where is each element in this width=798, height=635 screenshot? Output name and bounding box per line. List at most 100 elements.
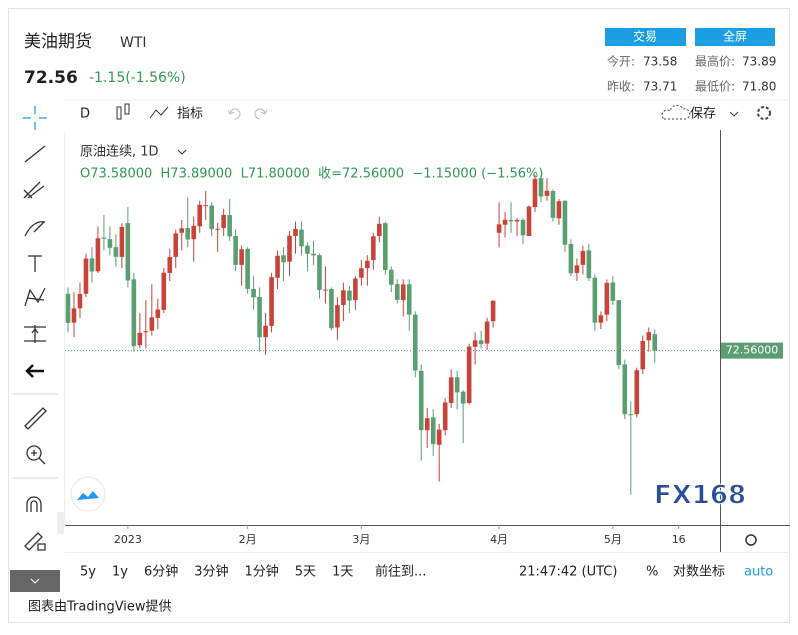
candle-body bbox=[197, 204, 203, 227]
candle-body bbox=[77, 293, 83, 309]
tradingview-logo[interactable] bbox=[70, 476, 106, 512]
range-button[interactable]: 1y bbox=[112, 565, 128, 580]
hide-toolbar[interactable] bbox=[10, 570, 60, 592]
candle-body bbox=[311, 253, 316, 256]
candle-body bbox=[299, 229, 304, 247]
candle-body bbox=[616, 300, 622, 366]
candle-body bbox=[293, 228, 298, 236]
candle-body bbox=[586, 250, 592, 279]
candle-body bbox=[143, 331, 149, 333]
trade-button-label[interactable]: 交易 bbox=[633, 29, 657, 44]
magnet-tool[interactable] bbox=[26, 496, 42, 512]
fib-tool[interactable] bbox=[23, 181, 45, 199]
candle-body bbox=[394, 284, 400, 300]
x-tick-label: 2023 bbox=[114, 533, 142, 546]
prediction-tool[interactable] bbox=[24, 325, 46, 343]
range-button[interactable]: 6分钟 bbox=[144, 564, 178, 580]
trade-button[interactable] bbox=[605, 28, 686, 46]
legend-menu[interactable] bbox=[177, 149, 187, 155]
candle-body bbox=[634, 370, 640, 415]
legend-title: 原油连续, 1D bbox=[80, 144, 159, 160]
brush-tool[interactable] bbox=[24, 221, 46, 237]
drawing-toolbar bbox=[12, 106, 58, 551]
range-button[interactable]: 5天 bbox=[295, 565, 316, 580]
candle-body bbox=[448, 377, 454, 403]
stat-label: 最高价: bbox=[695, 54, 735, 69]
indicators-icon[interactable] bbox=[149, 106, 169, 119]
measure-tool[interactable] bbox=[24, 407, 47, 430]
candle-body bbox=[400, 284, 406, 301]
candle-body bbox=[101, 237, 107, 239]
text-tool[interactable] bbox=[28, 255, 42, 272]
candle-body bbox=[227, 215, 232, 237]
candle-body bbox=[365, 260, 370, 269]
range-button[interactable]: 1天 bbox=[332, 565, 353, 580]
candle-body bbox=[430, 417, 436, 445]
candle-body bbox=[275, 255, 280, 278]
candle-body bbox=[442, 402, 448, 431]
indicators-button[interactable]: 指标 bbox=[177, 107, 203, 122]
axis-settings[interactable] bbox=[745, 534, 757, 546]
hide-icon[interactable] bbox=[30, 578, 40, 584]
candle-body bbox=[341, 290, 346, 306]
x-tick-label: 5月 bbox=[604, 533, 622, 546]
stat-label: 最低价: bbox=[695, 80, 735, 94]
candle-body bbox=[508, 219, 514, 222]
candle-body bbox=[353, 278, 358, 301]
interval-button[interactable]: D bbox=[80, 107, 90, 122]
candle-body bbox=[245, 248, 250, 289]
back-button[interactable] bbox=[25, 364, 44, 378]
candle-body bbox=[335, 305, 340, 328]
candle-body bbox=[556, 201, 562, 219]
candle-body bbox=[215, 228, 220, 230]
range-button[interactable]: 1分钟 bbox=[245, 564, 279, 580]
candle-body bbox=[538, 178, 544, 197]
undo-button[interactable] bbox=[227, 108, 241, 120]
save-button[interactable]: 保存 bbox=[690, 107, 716, 122]
logo-shape bbox=[77, 491, 99, 500]
frame bbox=[8, 8, 790, 623]
log-toggle[interactable]: 对数坐标 bbox=[673, 565, 725, 580]
trendline-tool[interactable] bbox=[24, 145, 46, 163]
goto-button[interactable]: 前往到... bbox=[375, 564, 426, 580]
candle-body bbox=[472, 340, 478, 347]
candle-body bbox=[436, 429, 442, 445]
candle-body bbox=[89, 258, 95, 272]
pattern-tool[interactable] bbox=[24, 287, 46, 307]
candle-body bbox=[155, 309, 161, 318]
candle-body bbox=[83, 258, 89, 294]
save-menu[interactable] bbox=[729, 111, 739, 117]
title: 美油期货 bbox=[24, 32, 92, 52]
candle-body bbox=[424, 418, 430, 431]
redo-button[interactable] bbox=[254, 108, 268, 120]
x-tick-label: 16 bbox=[672, 533, 686, 546]
candle-body bbox=[412, 314, 418, 371]
candle-body bbox=[478, 340, 484, 345]
fullscreen-button[interactable] bbox=[695, 28, 775, 46]
zoom-tool[interactable] bbox=[26, 445, 42, 461]
candle-body bbox=[329, 288, 334, 329]
candle-body bbox=[646, 332, 652, 341]
candle-body bbox=[622, 364, 628, 415]
range-button[interactable]: 3分钟 bbox=[194, 564, 228, 580]
candle-body bbox=[604, 282, 610, 315]
crosshair-tool[interactable] bbox=[23, 106, 47, 130]
stat-value: 71.80 bbox=[742, 80, 776, 94]
chart-type-button[interactable] bbox=[116, 103, 130, 120]
candle-body bbox=[233, 235, 238, 265]
lock-tool[interactable] bbox=[24, 532, 46, 551]
candle-body bbox=[179, 228, 185, 233]
fullscreen-button-label[interactable]: 全屏 bbox=[723, 29, 747, 44]
collapse-handle[interactable] bbox=[57, 512, 64, 534]
candle-body bbox=[490, 300, 496, 322]
range-button[interactable]: 5y bbox=[80, 565, 96, 580]
settings-button[interactable] bbox=[757, 106, 771, 120]
percent-toggle[interactable]: % bbox=[646, 565, 658, 580]
candle-body bbox=[598, 315, 604, 323]
price: 72.56 bbox=[24, 68, 78, 88]
candle-body bbox=[550, 191, 556, 218]
auto-toggle[interactable]: auto bbox=[744, 565, 773, 580]
save-icon[interactable] bbox=[661, 104, 691, 120]
